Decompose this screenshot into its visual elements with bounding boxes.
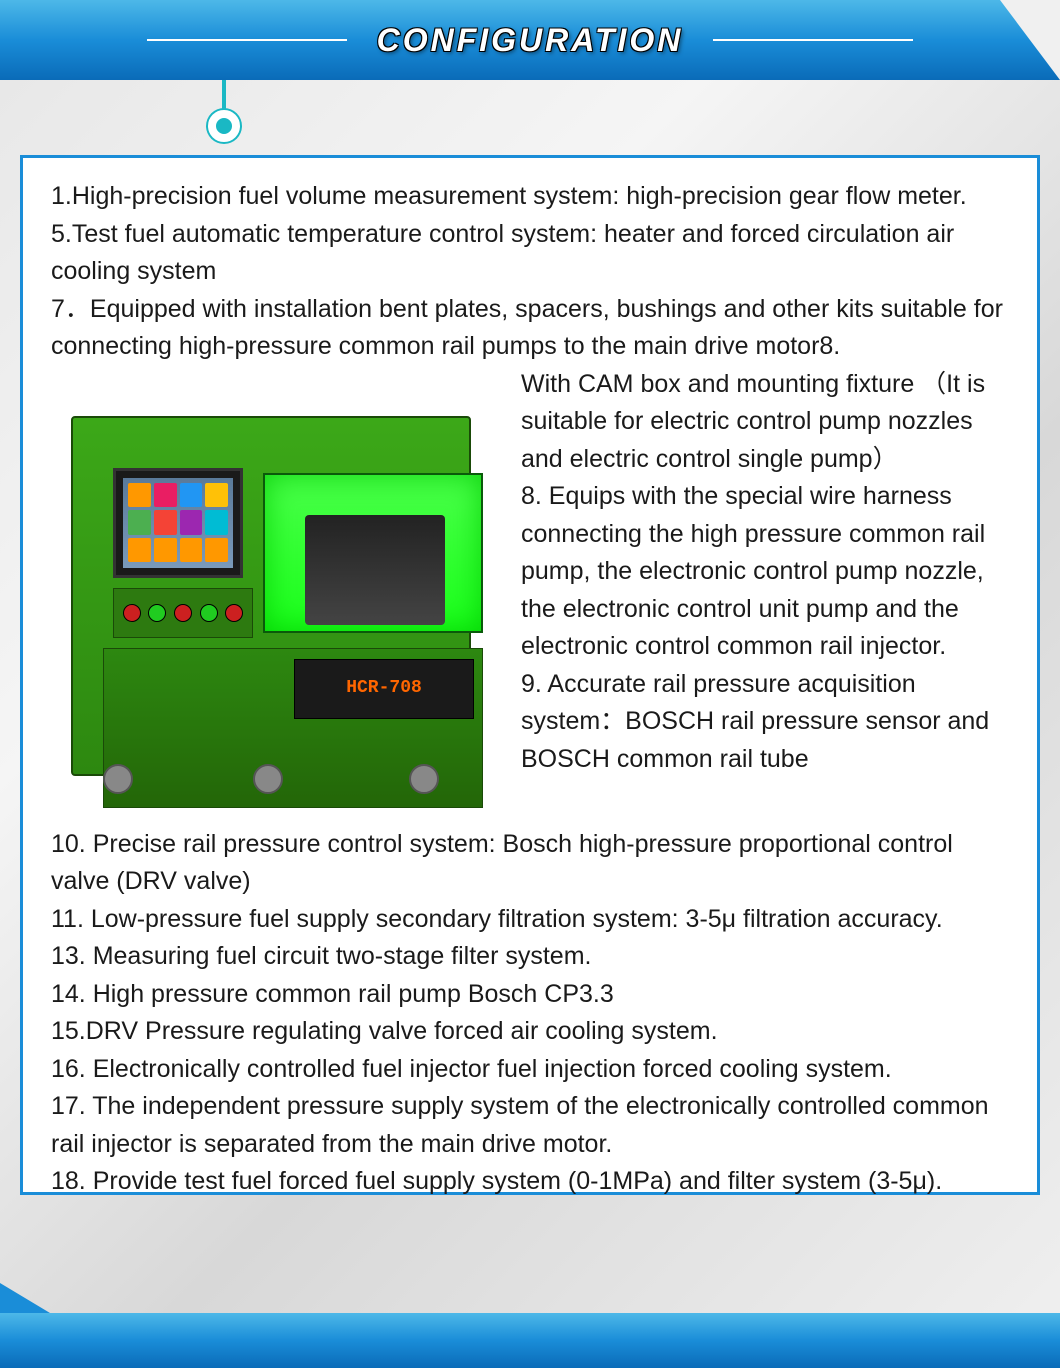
spec-item-11: 11. Low-pressure fuel supply secondary f… <box>51 901 1009 939</box>
work-area <box>263 473 483 633</box>
spec-item-18: 18. Provide test fuel forced fuel supply… <box>51 1163 1009 1201</box>
header-banner: CONFIGURATION <box>0 0 1060 80</box>
timeline-dot <box>208 110 240 142</box>
bottom-banner <box>0 1313 1060 1368</box>
spec-item-16: 16. Electronically controlled fuel injec… <box>51 1051 1009 1089</box>
spec-text: 1.High-precision fuel volume measurement… <box>51 178 1009 1201</box>
header-line-right <box>713 39 913 41</box>
spec-item-7: 7．Equipped with installation bent plates… <box>51 291 1009 366</box>
spec-item-14: 14. High pressure common rail pump Bosch… <box>51 976 1009 1014</box>
control-panel <box>113 588 253 638</box>
model-label: HCR-708 <box>346 675 422 702</box>
spec-item-17: 17. The independent pressure supply syst… <box>51 1088 1009 1163</box>
product-image: HCR-708 <box>51 376 491 816</box>
machine-body: HCR-708 <box>71 416 471 776</box>
caster-wheel <box>409 764 439 794</box>
spec-item-5: 5.Test fuel automatic temperature contro… <box>51 216 1009 291</box>
content-box: 1.High-precision fuel volume measurement… <box>20 155 1040 1195</box>
model-panel: HCR-708 <box>294 659 474 719</box>
screen-icons <box>123 478 233 568</box>
spec-item-15: 15.DRV Pressure regulating valve forced … <box>51 1013 1009 1051</box>
spec-item-10: 10. Precise rail pressure control system… <box>51 826 1009 901</box>
header-line-left <box>147 39 347 41</box>
spec-item-1: 1.High-precision fuel volume measurement… <box>51 178 1009 216</box>
page-title: CONFIGURATION <box>377 22 684 59</box>
test-equipment <box>305 515 445 625</box>
caster-wheel <box>253 764 283 794</box>
spec-item-13: 13. Measuring fuel circuit two-stage fil… <box>51 938 1009 976</box>
machine-illustration: HCR-708 <box>51 376 491 816</box>
caster-wheel <box>103 764 133 794</box>
machine-screen <box>113 468 243 578</box>
